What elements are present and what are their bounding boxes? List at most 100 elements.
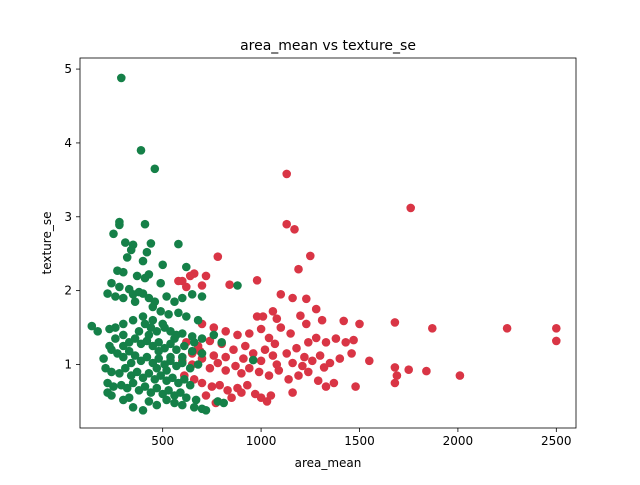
scatter-point xyxy=(136,146,146,155)
scatter-point xyxy=(158,260,167,270)
scatter-point xyxy=(209,330,219,340)
scatter-point xyxy=(148,315,158,325)
x-axis-label: area_mean xyxy=(295,456,362,470)
scatter-point xyxy=(99,354,108,363)
scatter-point xyxy=(107,278,116,288)
scatter-point xyxy=(191,395,201,405)
scatter-point xyxy=(239,354,248,363)
scatter-point xyxy=(134,327,144,336)
scatter-point xyxy=(502,324,512,333)
scatter-point xyxy=(119,293,128,303)
scatter-point xyxy=(119,319,128,329)
y-tick-label: 4 xyxy=(64,136,72,150)
scatter-point xyxy=(130,351,140,360)
scatter-point xyxy=(185,363,195,373)
scatter-point xyxy=(266,391,276,400)
scatter-point xyxy=(306,251,315,261)
scatter-point xyxy=(552,324,561,333)
scatter-point xyxy=(162,366,171,375)
scatter-point xyxy=(298,361,307,371)
scatter-point xyxy=(243,380,252,390)
scatter-point xyxy=(288,358,297,368)
scatter-point xyxy=(156,371,165,380)
scatter-point xyxy=(93,327,102,336)
scatter-point xyxy=(170,334,179,343)
scatter-point xyxy=(351,382,360,391)
scatter-point xyxy=(146,239,156,248)
scatter-point xyxy=(152,383,162,393)
scatter-point xyxy=(182,312,191,321)
scatter-point xyxy=(176,388,185,397)
scatter-point xyxy=(313,376,323,386)
scatter-point xyxy=(219,398,228,408)
scatter-point xyxy=(138,373,148,383)
scatter-point xyxy=(187,346,197,356)
scatter-point xyxy=(365,356,374,366)
scatter-point xyxy=(193,315,203,325)
scatter-point xyxy=(237,369,246,378)
scatter-point xyxy=(158,319,167,329)
x-tick-label: 500 xyxy=(151,434,174,448)
scatter-point xyxy=(138,312,148,321)
scatter-point xyxy=(187,290,197,299)
scatter-point xyxy=(248,355,258,365)
scatter-point xyxy=(109,382,118,391)
scatter-point xyxy=(156,307,165,316)
scatter-point xyxy=(178,400,187,410)
scatter-point xyxy=(321,338,331,347)
scatter-point xyxy=(339,316,349,326)
scatter-point xyxy=(162,292,171,301)
scatter-point xyxy=(286,329,295,338)
scatter-point xyxy=(182,262,191,272)
scatter-point xyxy=(119,352,128,362)
scatter-point xyxy=(197,281,207,290)
scatter-point xyxy=(154,338,163,347)
scatter-point xyxy=(121,363,130,373)
scatter-point xyxy=(455,371,465,380)
scatter-point xyxy=(272,314,282,324)
scatter-point xyxy=(229,345,238,355)
x-tick-label: 2000 xyxy=(443,434,474,448)
scatter-point xyxy=(111,292,120,301)
scatter-point xyxy=(209,351,219,360)
scatter-point xyxy=(122,253,132,262)
scatter-point xyxy=(119,341,128,351)
scatter-point xyxy=(282,219,292,229)
scatter-point xyxy=(189,338,199,347)
scatter-point xyxy=(154,346,163,356)
scatter-point xyxy=(170,297,179,307)
scatter-point xyxy=(148,302,158,312)
scatter-point xyxy=(335,354,345,363)
scatter-point xyxy=(126,358,136,368)
scatter-point xyxy=(256,324,266,334)
scatter-point xyxy=(270,339,280,349)
scatter-point xyxy=(121,238,130,247)
y-axis-label: texture_se xyxy=(40,212,54,275)
scatter-point xyxy=(193,360,203,369)
scatter-point xyxy=(178,358,187,368)
scatter-point xyxy=(268,351,278,360)
scatter-point xyxy=(119,267,128,277)
scatter-point xyxy=(294,371,303,380)
scatter-point xyxy=(180,375,189,384)
scatter-point xyxy=(119,330,128,340)
scatter-point xyxy=(164,310,173,319)
scatter-point xyxy=(284,375,293,384)
scatter-point xyxy=(221,327,230,336)
scatter-point xyxy=(221,366,230,375)
scatter-point xyxy=(225,280,234,290)
scatter-point xyxy=(329,378,339,388)
scatter-point xyxy=(87,321,97,331)
scatter-point xyxy=(152,327,162,336)
scatter-point xyxy=(302,319,311,329)
scatter-point xyxy=(258,312,268,321)
scatter-point xyxy=(264,371,274,380)
x-tick-label: 2500 xyxy=(541,434,572,448)
scatter-point xyxy=(325,358,335,368)
scatter-point xyxy=(201,406,211,415)
scatter-point xyxy=(178,293,187,303)
scatter-point xyxy=(182,393,191,403)
scatter-point xyxy=(349,335,358,345)
scatter-point xyxy=(138,289,148,298)
scatter-point xyxy=(164,386,173,395)
